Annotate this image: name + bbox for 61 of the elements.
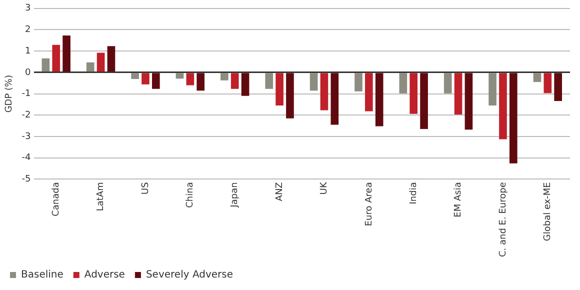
bar xyxy=(365,73,373,112)
bar xyxy=(330,73,339,125)
bar xyxy=(176,73,184,79)
bar xyxy=(52,44,60,72)
bar xyxy=(186,73,194,86)
bar xyxy=(410,73,418,114)
legend-label: Baseline xyxy=(21,270,64,281)
bar xyxy=(533,73,542,82)
bar xyxy=(196,73,205,91)
bar xyxy=(152,73,160,89)
bar xyxy=(399,73,408,94)
x-tick-label: ANZ xyxy=(274,182,285,202)
bar xyxy=(499,73,507,140)
y-tick-label: -4 xyxy=(22,153,32,164)
bar xyxy=(420,73,428,129)
x-tick-label: Global ex-ME xyxy=(543,182,553,242)
y-axis-title: GDP (%) xyxy=(4,74,15,113)
bar xyxy=(86,62,94,72)
y-tick-label: 0 xyxy=(25,68,32,78)
bar xyxy=(276,73,284,106)
x-tick-label: Euro Area xyxy=(364,182,374,226)
bar xyxy=(454,73,462,114)
x-tick-label: UK xyxy=(320,181,330,195)
x-tick-label: China xyxy=(186,182,196,208)
y-tick-label: -1 xyxy=(22,89,31,100)
x-tick-label: Canada xyxy=(51,182,62,216)
bar xyxy=(42,58,50,72)
bar xyxy=(310,73,318,91)
y-tick-label: -3 xyxy=(22,132,31,142)
bar xyxy=(241,73,250,96)
bar xyxy=(509,73,518,164)
bar xyxy=(286,73,294,118)
bar xyxy=(62,36,70,72)
legend-label: Severely Adverse xyxy=(146,270,233,281)
bar xyxy=(230,73,239,89)
bar xyxy=(354,73,362,92)
bar xyxy=(320,73,328,110)
y-tick-label: 2 xyxy=(25,25,31,36)
bar xyxy=(544,73,552,94)
x-tick-label: US xyxy=(140,182,151,194)
x-tick-label: C. and E. Europe xyxy=(498,182,508,258)
bar xyxy=(375,73,384,126)
bar xyxy=(265,73,274,89)
bar xyxy=(488,73,496,106)
bar xyxy=(444,73,452,94)
legend-label: Adverse xyxy=(84,270,125,281)
bar xyxy=(96,52,105,72)
y-tick-label: -5 xyxy=(22,174,31,184)
x-tick-label: India xyxy=(408,182,419,204)
x-tick-label: Japan xyxy=(230,182,240,208)
x-tick-label: LatAm xyxy=(96,182,106,212)
bar xyxy=(220,73,228,80)
bar xyxy=(107,46,116,72)
y-tick-label: -2 xyxy=(22,110,31,120)
bar xyxy=(131,73,139,80)
bar xyxy=(142,73,150,84)
x-tick-label: EM Asia xyxy=(454,182,464,218)
y-tick-label: 3 xyxy=(25,4,31,14)
bar xyxy=(554,73,562,102)
y-tick-label: 1 xyxy=(25,46,31,56)
bar xyxy=(464,73,473,130)
